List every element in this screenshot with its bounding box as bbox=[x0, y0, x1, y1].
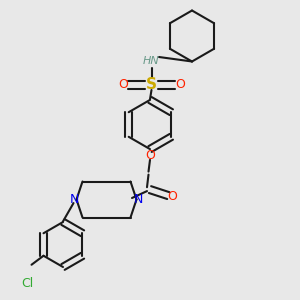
Text: O: O bbox=[118, 78, 128, 91]
Text: O: O bbox=[145, 148, 155, 162]
Text: O: O bbox=[168, 190, 177, 203]
Text: O: O bbox=[175, 78, 185, 91]
Text: HN: HN bbox=[143, 56, 160, 67]
Text: N: N bbox=[69, 193, 79, 206]
Text: Cl: Cl bbox=[21, 277, 33, 290]
Text: S: S bbox=[146, 77, 157, 92]
Text: N: N bbox=[134, 193, 144, 206]
